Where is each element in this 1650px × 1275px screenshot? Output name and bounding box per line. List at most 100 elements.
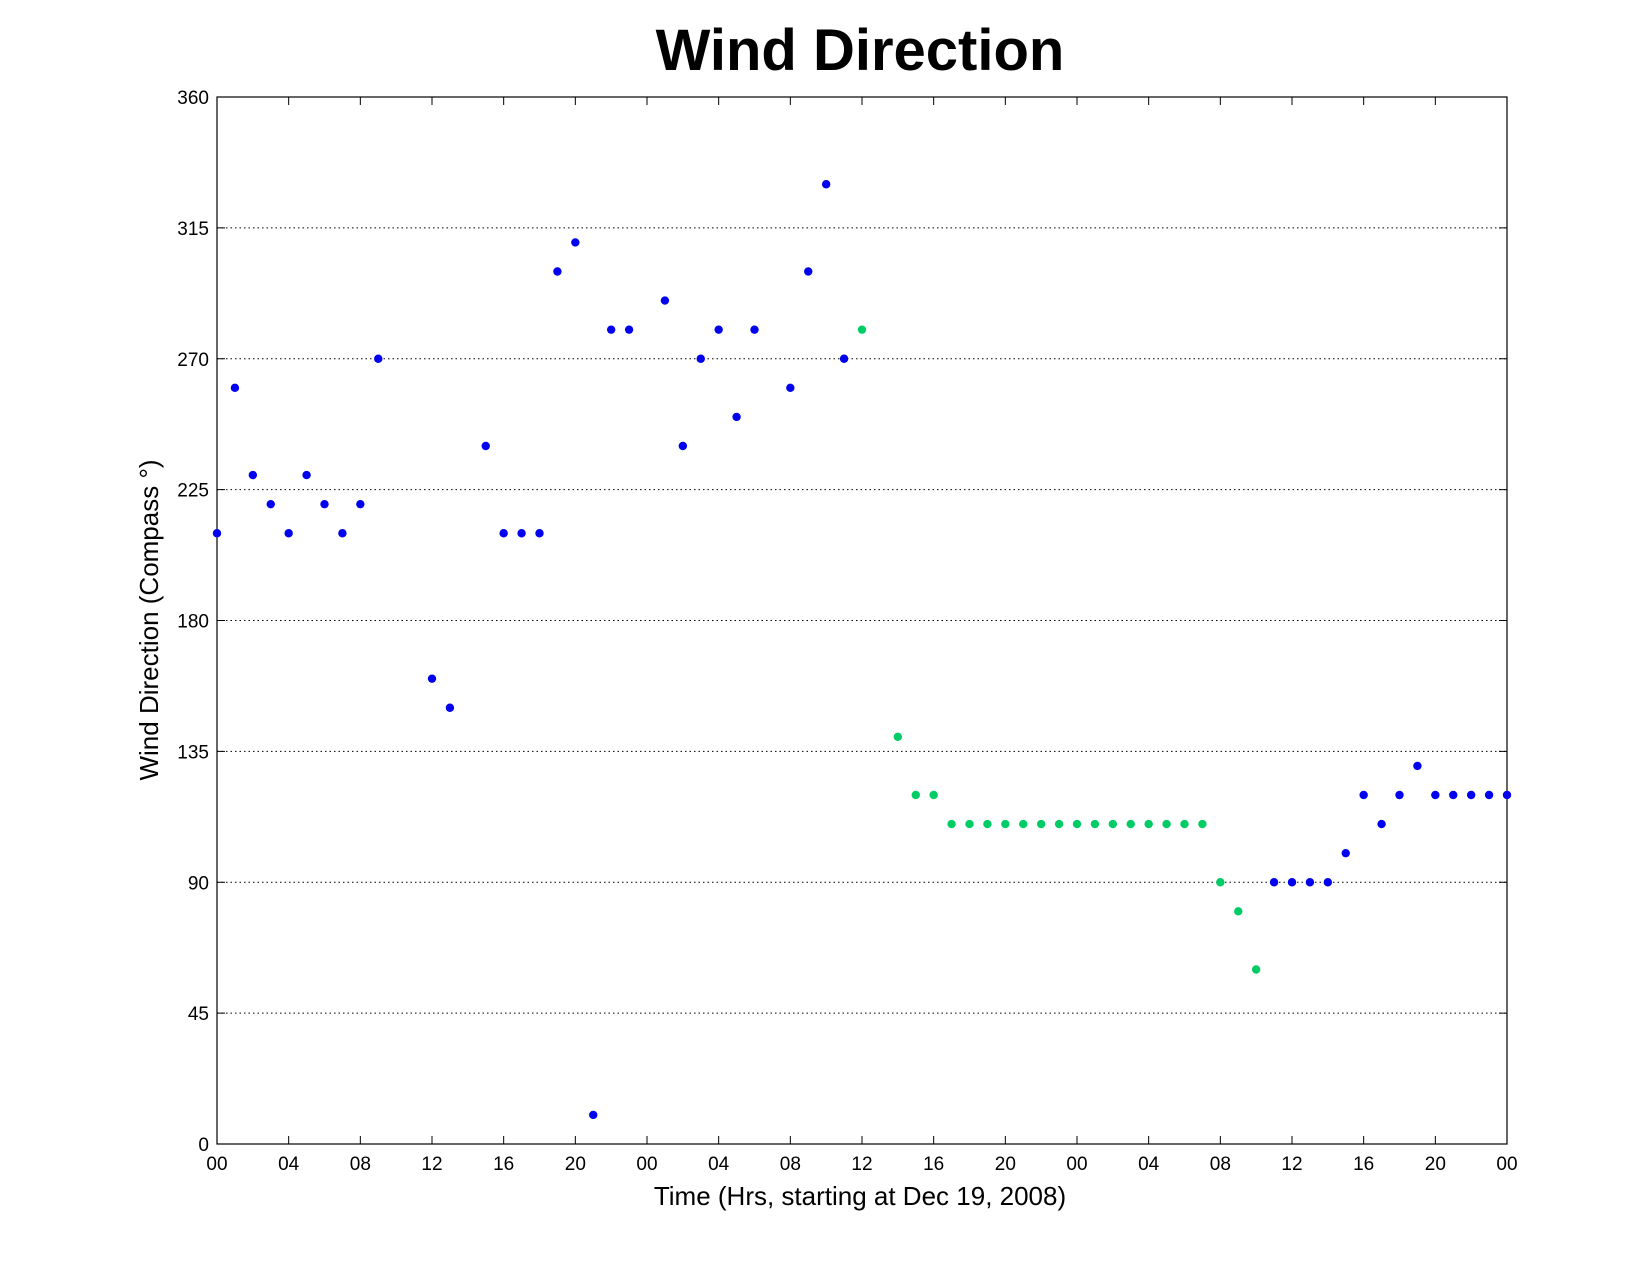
- x-tick-label: 16: [923, 1154, 944, 1175]
- data-point-series-1: [1269, 878, 1279, 887]
- y-tick-label: 225: [177, 481, 209, 502]
- data-point-series-1: [750, 325, 759, 334]
- data-point-series-2: [1126, 819, 1135, 829]
- y-tick-label: 135: [177, 742, 209, 763]
- data-point-series-1: [284, 529, 293, 538]
- y-tick-label: 315: [177, 219, 209, 240]
- data-point-series-2: [1162, 819, 1171, 829]
- x-tick-label: 12: [1281, 1154, 1302, 1175]
- x-tick-label: 16: [1353, 1154, 1374, 1175]
- x-tick-label: 20: [1425, 1154, 1446, 1175]
- chart-title: Wind Direction: [656, 18, 1065, 83]
- y-tick-label: 270: [177, 350, 209, 371]
- data-point-series-1: [624, 325, 634, 334]
- data-point-series-1: [1359, 790, 1368, 800]
- data-point-series-2: [893, 732, 903, 742]
- data-point-series-2: [1090, 819, 1100, 829]
- data-point-series-2: [1054, 819, 1064, 829]
- data-point-series-1: [804, 267, 813, 276]
- data-point-series-1: [714, 325, 723, 334]
- data-point-series-1: [499, 529, 508, 538]
- data-point-series-1: [786, 383, 795, 393]
- data-point-series-1: [1466, 790, 1476, 800]
- data-point-series-2: [1198, 819, 1207, 829]
- data-point-series-2: [947, 819, 956, 829]
- x-tick-label: 08: [350, 1154, 371, 1175]
- x-tick-label: 00: [206, 1154, 227, 1175]
- data-point-series-1: [839, 354, 849, 363]
- data-point-series-1: [1449, 790, 1458, 800]
- data-point-series-1: [374, 354, 383, 363]
- grid-layer: [217, 227, 1507, 1014]
- x-tick-label: 12: [421, 1154, 442, 1175]
- data-point-series-1: [821, 180, 831, 189]
- data-point-series-2: [929, 790, 938, 800]
- data-point-series-1: [356, 499, 365, 509]
- data-points: [212, 180, 1512, 1120]
- data-point-series-1: [1323, 878, 1333, 887]
- data-point-series-1: [481, 441, 490, 451]
- data-point-series-1: [1431, 790, 1440, 800]
- data-point-series-2: [1001, 819, 1010, 829]
- data-point-series-2: [1019, 819, 1028, 829]
- data-point-series-1: [1413, 761, 1422, 771]
- data-point-series-2: [911, 790, 920, 800]
- data-point-series-2: [1108, 819, 1118, 829]
- data-point-series-1: [1377, 819, 1386, 829]
- data-point-series-1: [732, 412, 741, 422]
- x-tick-label: 04: [278, 1154, 300, 1175]
- data-point-series-2: [1036, 819, 1046, 829]
- x-axis-label: Time (Hrs, starting at Dec 19, 2008): [654, 1181, 1066, 1211]
- data-point-series-1: [248, 470, 258, 480]
- x-tick-label: 16: [493, 1154, 514, 1175]
- data-point-series-1: [535, 529, 544, 538]
- y-tick-label: 90: [188, 873, 209, 894]
- x-tick-label: 00: [1066, 1154, 1087, 1175]
- data-point-series-2: [1180, 819, 1189, 829]
- data-point-series-1: [1484, 790, 1494, 800]
- data-point-series-2: [1144, 819, 1153, 829]
- x-tick-label: 04: [708, 1154, 730, 1175]
- data-point-series-1: [212, 529, 222, 538]
- data-point-series-1: [338, 529, 347, 538]
- data-point-series-1: [571, 238, 580, 247]
- data-point-series-1: [427, 674, 437, 683]
- data-point-series-1: [266, 499, 275, 509]
- data-point-series-1: [589, 1110, 598, 1120]
- y-tick-label: 360: [177, 88, 209, 109]
- tick-layer: 0 45 90 135 180 225 270 315 360 00 04 08 12 16 20 00 04 0…: [177, 88, 1517, 1175]
- data-point-series-2: [1234, 907, 1243, 916]
- data-point-series-1: [1395, 790, 1404, 800]
- data-point-series-2: [1251, 965, 1261, 974]
- x-tick-label: 20: [995, 1154, 1016, 1175]
- x-tick-label: 00: [1496, 1154, 1517, 1175]
- data-point-series-2: [983, 819, 992, 829]
- y-tick-label: 45: [188, 1004, 209, 1025]
- data-point-series-1: [1341, 848, 1350, 858]
- y-tick-label: 0: [198, 1135, 209, 1156]
- x-tick-label: 20: [565, 1154, 586, 1175]
- data-point-series-1: [1287, 878, 1297, 887]
- y-tick-label: 180: [177, 612, 209, 633]
- data-point-series-1: [660, 296, 670, 305]
- data-point-series-2: [1072, 819, 1082, 829]
- data-point-series-1: [302, 470, 311, 480]
- data-point-series-2: [965, 819, 974, 829]
- x-tick-label: 04: [1138, 1154, 1160, 1175]
- data-point-series-1: [1305, 878, 1315, 887]
- data-point-series-1: [320, 499, 329, 509]
- data-point-series-1: [230, 383, 240, 393]
- data-point-series-2: [857, 325, 867, 334]
- x-tick-label: 12: [851, 1154, 872, 1175]
- data-point-series-1: [678, 441, 688, 451]
- data-point-series-1: [445, 703, 455, 712]
- y-axis-label: Wind Direction (Compass °): [134, 459, 164, 780]
- data-point-series-1: [553, 267, 562, 276]
- data-point-series-1: [606, 325, 616, 334]
- x-tick-label: 00: [636, 1154, 657, 1175]
- x-tick-label: 08: [780, 1154, 801, 1175]
- data-point-series-1: [1502, 790, 1512, 800]
- data-point-series-1: [517, 529, 526, 538]
